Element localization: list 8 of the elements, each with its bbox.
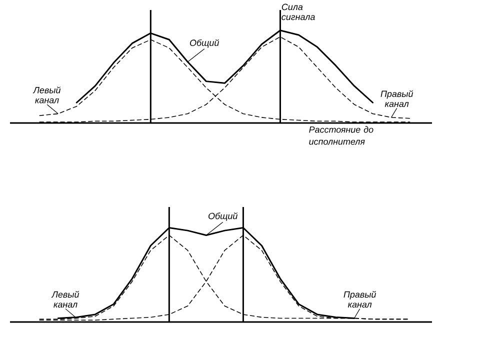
series-label: Общий xyxy=(190,39,219,48)
series-label: Левый канал xyxy=(51,290,80,308)
x-axis-title: Расстояние до исполнителя xyxy=(309,126,374,145)
series-label: Общий xyxy=(208,212,238,221)
series-label: Правый канал xyxy=(380,90,414,107)
series-label: Левый канал xyxy=(32,86,61,104)
y-axis-title: Сила сигнала xyxy=(282,4,315,20)
series-label: Правый канал xyxy=(344,290,376,308)
